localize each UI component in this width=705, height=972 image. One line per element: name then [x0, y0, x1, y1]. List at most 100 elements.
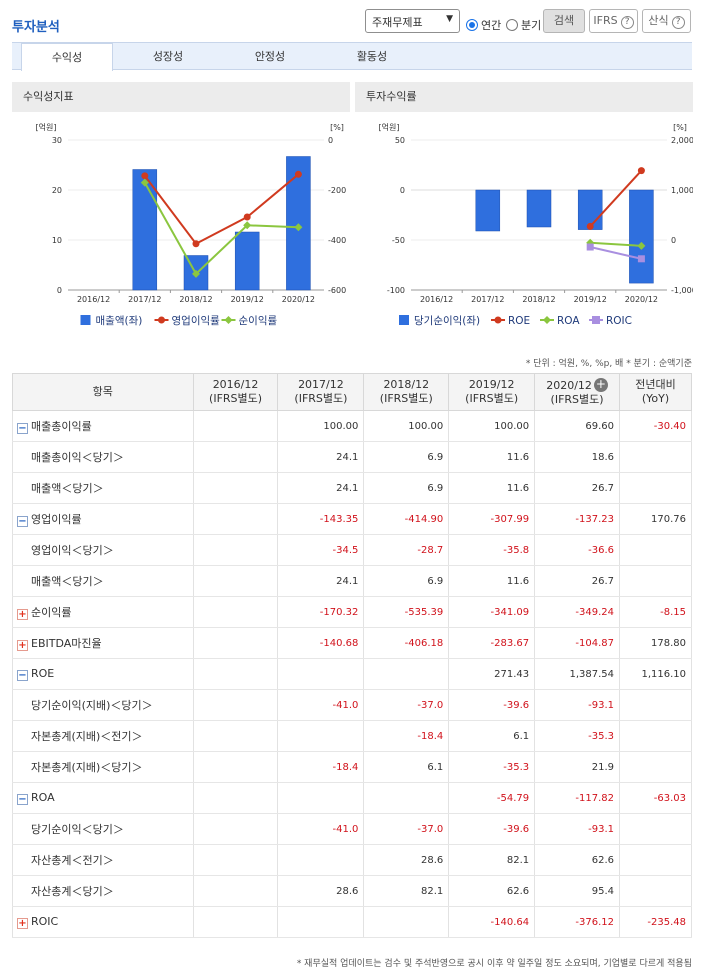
table-cell: 1,116.10 [619, 658, 692, 690]
table-row: 당기순이익(지배)＜당기＞ -41.0 -37.0 -39.6 -93.1 [12, 689, 692, 721]
row-label-cell[interactable]: − ROA [12, 782, 194, 814]
x-tick-label: 2020/12 [625, 295, 658, 304]
data-point [192, 240, 200, 248]
table-cell: 24.1 [277, 472, 365, 504]
data-point [192, 269, 200, 278]
search-button[interactable]: 검색 [543, 9, 585, 33]
table-cell: 6.1 [448, 720, 536, 752]
ifrs-help-button[interactable]: IFRS? [589, 9, 638, 33]
radio-annual[interactable]: 연간 [466, 13, 501, 37]
formula-help-button[interactable]: 산식? [642, 9, 691, 33]
table-cell [277, 844, 365, 876]
series-line [590, 241, 642, 247]
table-cell: -28.7 [363, 534, 450, 566]
row-label-cell[interactable]: − ROE [12, 658, 194, 690]
collapse-icon[interactable]: − [17, 516, 28, 527]
table-cell: 28.6 [277, 875, 365, 907]
table-cell: 62.6 [448, 875, 536, 907]
statement-type-value: 주재무제표 [372, 16, 423, 29]
left-tick-label: 30 [52, 136, 62, 145]
table-cell: 11.6 [448, 441, 536, 473]
tab-stability[interactable]: 안정성 [254, 50, 286, 63]
row-label: 자산총계＜전기＞ [31, 854, 114, 867]
bar [526, 189, 552, 228]
collapse-icon[interactable]: − [17, 794, 28, 805]
collapse-icon[interactable]: − [17, 670, 28, 681]
table-cell: 100.00 [277, 410, 365, 442]
legend-marker [224, 316, 233, 324]
legend-marker [494, 316, 502, 324]
row-label-cell[interactable]: − 영업이익률 [12, 503, 194, 535]
row-label: 매출액＜당기＞ [31, 575, 104, 588]
table-cell: 271.43 [448, 658, 536, 690]
tab-profitability[interactable]: 수익성 [21, 42, 113, 71]
bar [475, 189, 501, 232]
table-cell: 28.6 [363, 844, 450, 876]
table-cell: -137.23 [534, 503, 620, 535]
row-label-cell[interactable]: − 매출총이익률 [12, 410, 194, 442]
table-body: − 매출총이익률 100.00 100.00 100.00 69.60 -30.40 매출총이… [12, 410, 692, 938]
x-tick-label: 2019/12 [574, 295, 607, 304]
table-cell [192, 689, 279, 721]
chart-title: 수익성지표 [12, 82, 350, 112]
table-cell [619, 534, 692, 566]
expand-icon[interactable]: + [17, 918, 28, 929]
data-point [637, 167, 645, 175]
row-label-cell: 매출액＜당기＞ [12, 472, 194, 504]
table-cell [619, 844, 692, 876]
row-label: ROIC [31, 915, 59, 928]
ifrs-label: IFRS [593, 14, 618, 27]
row-label: ROA [31, 791, 55, 804]
expand-plus-icon[interactable]: + [593, 376, 608, 392]
bar [234, 231, 260, 291]
chart-title: 투자수익률 [355, 82, 693, 112]
table-cell: -37.0 [363, 813, 450, 845]
column-header-label: 2017/12 [298, 378, 344, 391]
table-cell: 62.6 [534, 844, 620, 876]
x-tick-label: 2020/12 [282, 295, 315, 304]
table-header-row: 항목 2016/12 (IFRS별도) 2017/12 (IFRS별도) 2018/12(… [12, 373, 692, 411]
statement-type-select[interactable]: 주재무제표 ▼ [365, 9, 460, 33]
data-point [140, 178, 149, 187]
column-header: 항목 [12, 373, 194, 411]
radio-selected-icon [466, 19, 478, 31]
return-chart: 50 0 -50 -100 2,000 1,000 0 -1,000 [억원] [%] 2016/1… [379, 122, 697, 327]
column-header-label: 2020/12 [546, 378, 592, 392]
expand-icon[interactable]: + [17, 640, 28, 651]
table-cell: 6.1 [363, 751, 450, 783]
table-cell: -30.40 [619, 410, 692, 442]
toolbar: 투자분석 주재무제표 ▼ 연간 분기 검색 IFRS? 산식? [0, 0, 705, 40]
column-header: 2016/12 (IFRS별도) [192, 373, 279, 411]
table-cell: -414.90 [363, 503, 450, 535]
table-cell [192, 534, 279, 566]
row-label-cell[interactable]: + ROIC [12, 906, 194, 938]
legend-label: ROIC [606, 315, 632, 327]
row-label-cell[interactable]: + 순이익률 [12, 596, 194, 628]
tab-growth[interactable]: 성장성 [152, 50, 184, 63]
expand-icon[interactable]: + [17, 609, 28, 620]
table-cell [363, 658, 450, 690]
right-tick-label: -600 [328, 286, 346, 295]
row-label-cell[interactable]: + EBITDA마진율 [12, 627, 194, 659]
column-header-sublabel: (IFRS별도) [379, 392, 433, 405]
collapse-icon[interactable]: − [17, 423, 28, 434]
table-cell: -18.4 [363, 720, 450, 752]
table-cell: -63.03 [619, 782, 692, 814]
left-tick-label: 20 [52, 186, 62, 195]
table-cell [192, 720, 279, 752]
table-cell: -307.99 [448, 503, 536, 535]
table-row: 매출액＜당기＞ 24.1 6.9 11.6 26.7 [12, 472, 692, 504]
data-point [141, 172, 149, 180]
series-line [143, 182, 299, 276]
legend-label: 당기순이익(좌) [414, 315, 480, 327]
data-point [294, 223, 303, 232]
radio-quarter[interactable]: 분기 [506, 13, 541, 37]
row-label: 영업이익률 [31, 513, 82, 526]
table-cell [192, 658, 279, 690]
tab-activity[interactable]: 활동성 [356, 50, 388, 63]
table-row: 자본총계(지배)＜당기＞ -18.4 6.1 -35.3 21.9 [12, 751, 692, 783]
table-cell: 82.1 [363, 875, 450, 907]
column-header-label: 2019/12 [468, 378, 515, 391]
table-cell: -376.12 [534, 906, 620, 938]
table-cell [619, 441, 692, 473]
